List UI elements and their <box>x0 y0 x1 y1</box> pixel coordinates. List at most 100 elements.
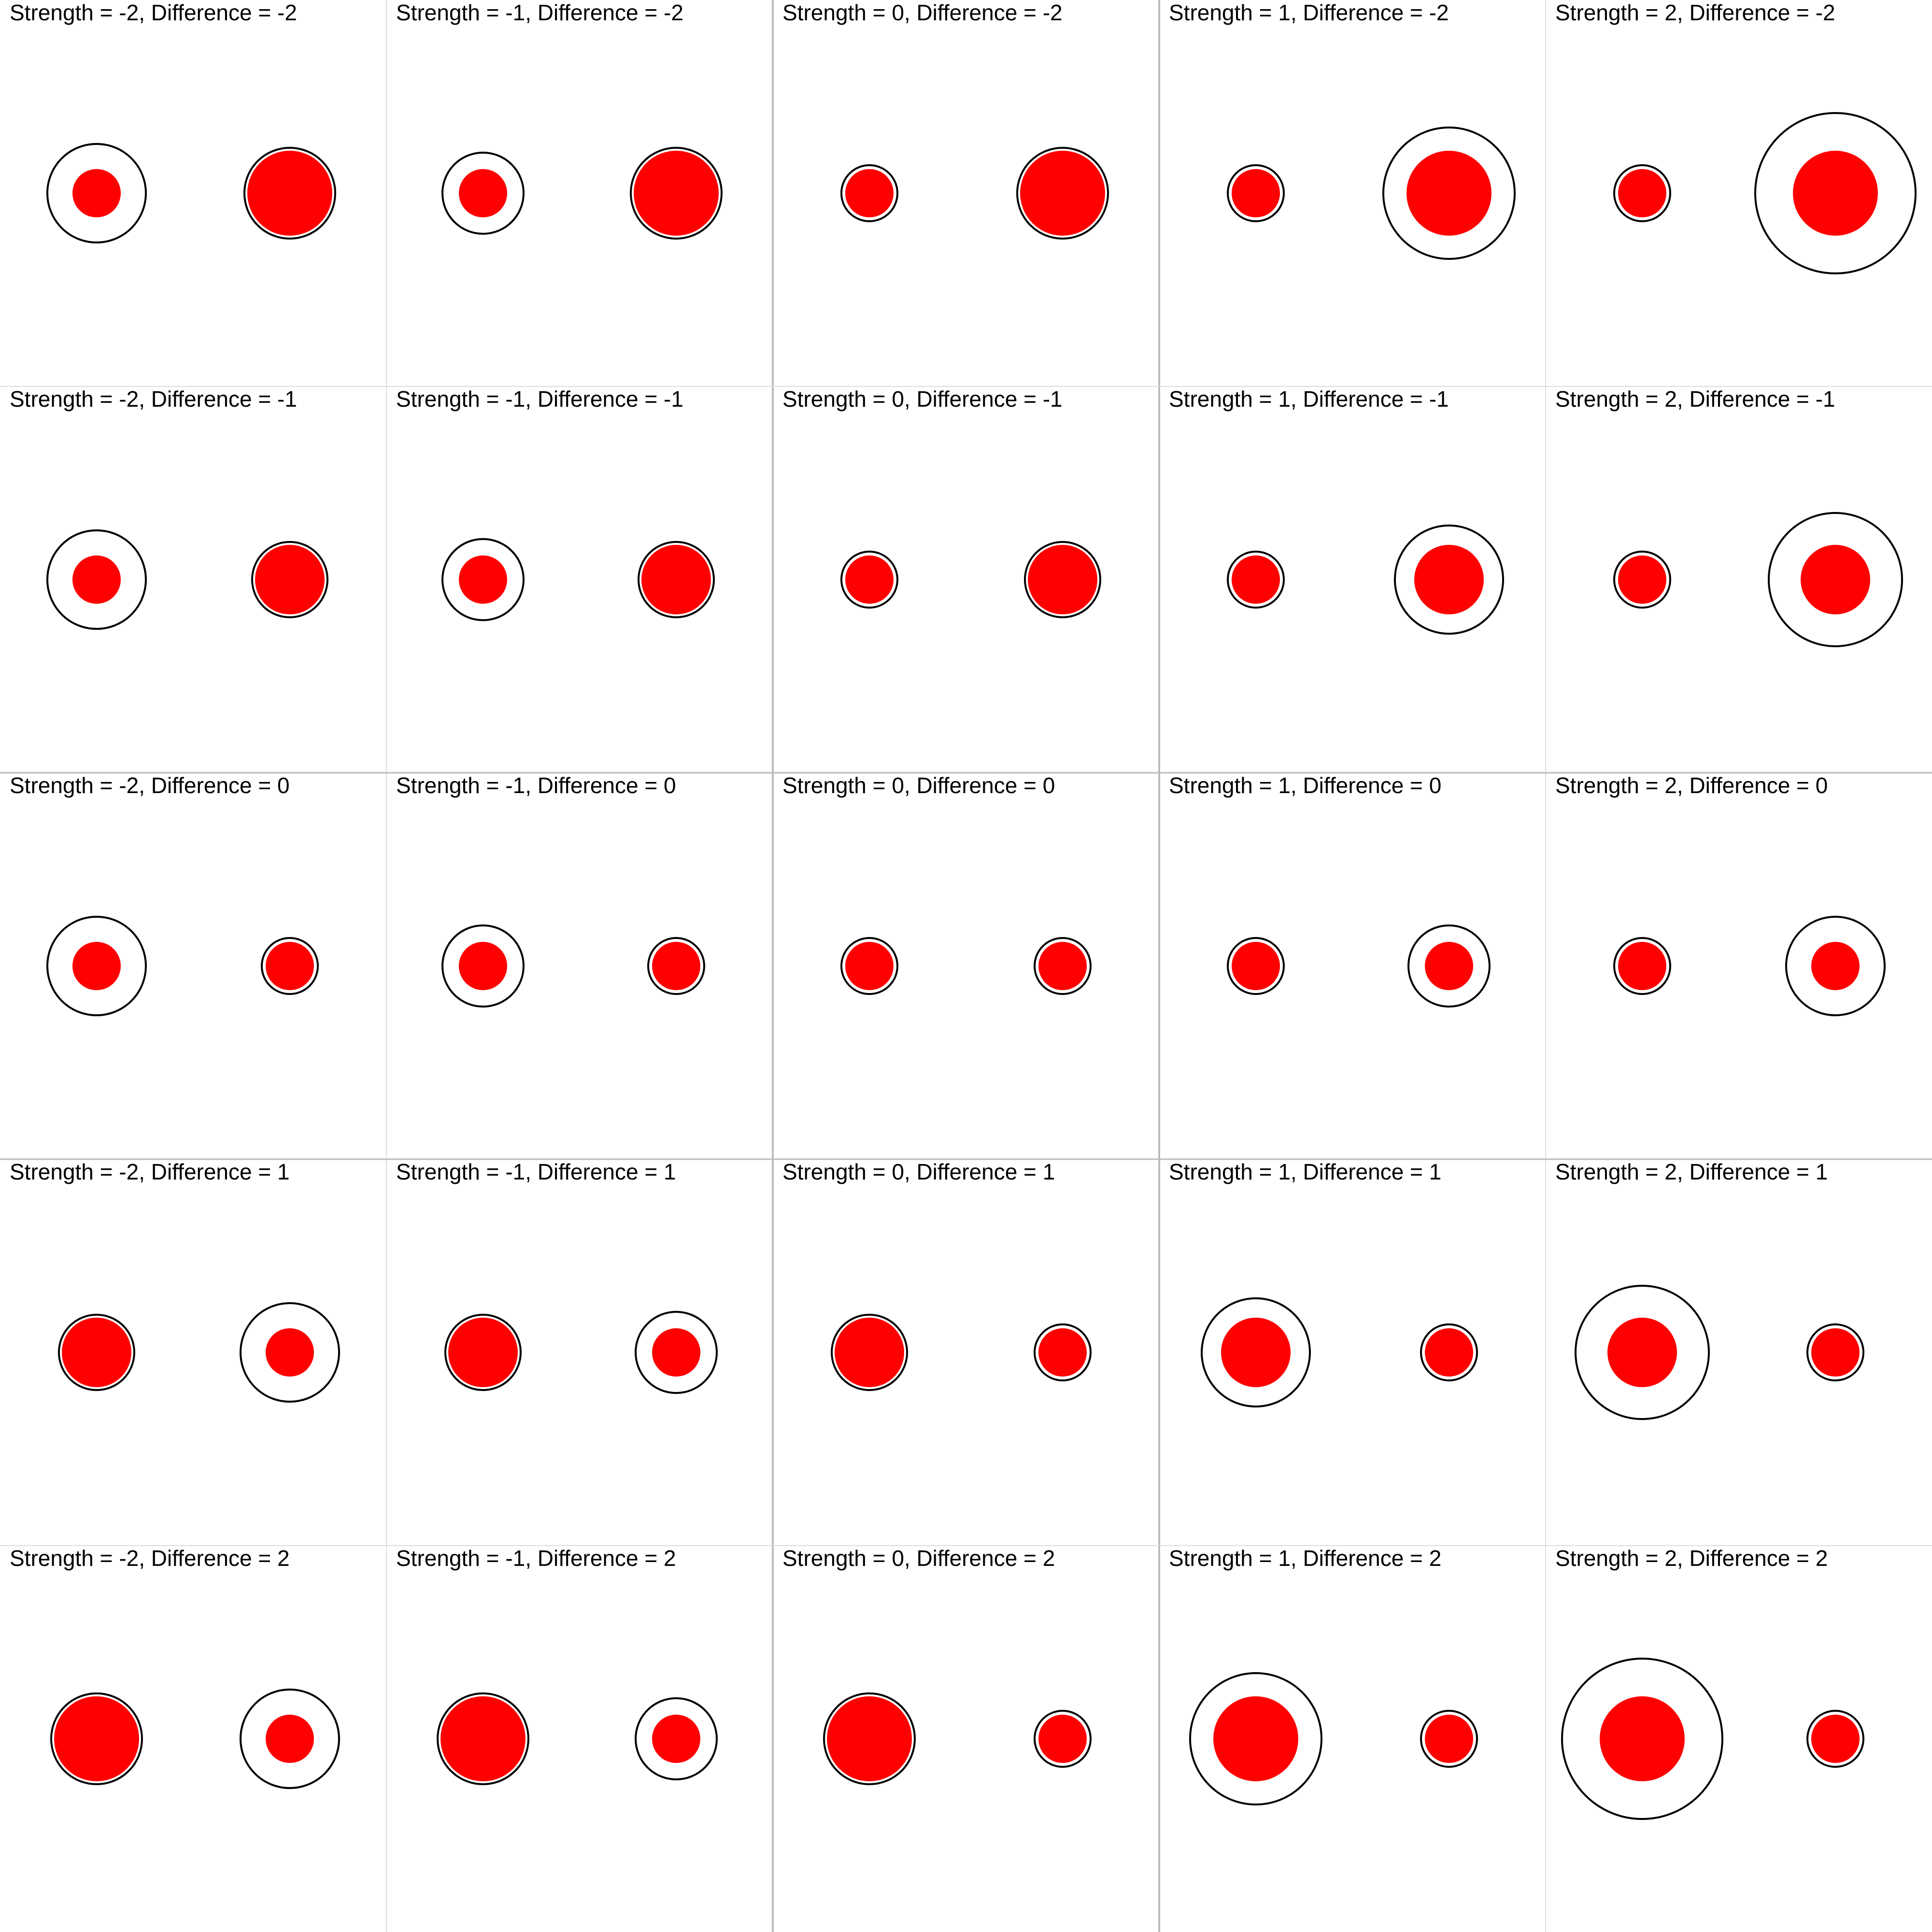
left-outline-ring <box>1613 937 1671 995</box>
left-red-disc <box>845 555 894 604</box>
panel-title: Strength = 2, Difference = 1 <box>1555 1159 1828 1184</box>
left-outline-ring <box>1189 1672 1322 1805</box>
panel: Strength = 0, Difference = 0 <box>782 773 1092 995</box>
left-outline-ring <box>840 164 898 222</box>
left-outline-ring <box>840 551 898 609</box>
panel-title: Strength = 0, Difference = -2 <box>782 0 1063 25</box>
left-red-disc <box>459 942 507 990</box>
right-red-disc <box>652 1715 700 1763</box>
right-outline-ring <box>1034 1323 1092 1381</box>
panel: Strength = -2, Difference = 2 <box>10 1546 340 1789</box>
left-outline-ring <box>46 143 147 243</box>
left-outline-ring <box>831 1314 908 1391</box>
panel-title: Strength = 1, Difference = 2 <box>1169 1546 1441 1571</box>
panel: Strength = -1, Difference = 1 <box>396 1159 718 1394</box>
left-outline-ring <box>46 916 147 1016</box>
left-red-disc <box>459 555 507 604</box>
right-red-disc <box>1038 1328 1087 1377</box>
panel: Strength = 0, Difference = -2 <box>782 0 1109 240</box>
panel: Strength = 0, Difference = 2 <box>782 1546 1092 1785</box>
left-red-disc <box>72 169 121 217</box>
right-outline-ring <box>635 1697 718 1780</box>
right-outline-ring <box>635 1311 718 1394</box>
panel: Strength = -1, Difference = 2 <box>396 1546 718 1785</box>
right-outline-ring <box>251 541 328 618</box>
right-outline-ring <box>1024 541 1101 618</box>
panel-title: Strength = -1, Difference = -2 <box>396 0 683 25</box>
right-red-disc <box>1028 545 1097 614</box>
panel: Strength = -2, Difference = -1 <box>10 386 328 630</box>
right-outline-ring <box>1034 1710 1092 1768</box>
left-red-disc <box>459 169 507 217</box>
panel: Strength = 1, Difference = -2 <box>1169 0 1516 260</box>
right-outline-ring <box>1016 147 1109 240</box>
left-outline-ring <box>823 1692 916 1785</box>
right-red-disc <box>1414 545 1484 614</box>
right-red-disc <box>266 1328 314 1377</box>
left-outline-ring <box>1227 164 1285 222</box>
left-red-disc <box>1600 1696 1685 1781</box>
panel-title: Strength = 2, Difference = 0 <box>1555 773 1828 798</box>
right-outline-ring <box>261 937 319 995</box>
right-outline-ring <box>1394 525 1504 635</box>
left-red-disc <box>1607 1318 1677 1387</box>
right-red-disc <box>641 545 711 614</box>
panel-title: Strength = -1, Difference = 1 <box>396 1159 676 1184</box>
panel-title: Strength = -1, Difference = -1 <box>396 386 683 412</box>
right-red-disc <box>1801 545 1870 614</box>
panel: Strength = -1, Difference = -1 <box>396 386 715 621</box>
left-red-disc <box>448 1318 518 1387</box>
left-outline-ring <box>1575 1285 1710 1420</box>
panel: Strength = 2, Difference = 1 <box>1555 1159 1864 1420</box>
panel-title: Strength = 0, Difference = 1 <box>782 1159 1055 1184</box>
panel-title: Strength = 1, Difference = -2 <box>1169 0 1449 25</box>
left-red-disc <box>1221 1318 1291 1387</box>
left-red-disc <box>1232 169 1280 217</box>
panel-title: Strength = -2, Difference = -1 <box>10 386 297 412</box>
left-outline-ring <box>437 1692 529 1785</box>
panel: Strength = 1, Difference = -1 <box>1169 386 1504 635</box>
right-red-disc <box>1811 1715 1860 1763</box>
left-red-disc <box>72 942 121 990</box>
right-red-disc <box>266 1715 314 1763</box>
right-red-disc <box>1038 1715 1087 1763</box>
panel-title: Strength = -1, Difference = 0 <box>396 773 676 798</box>
panel: Strength = -2, Difference = -2 <box>10 0 336 243</box>
right-red-disc <box>266 942 314 990</box>
right-red-disc <box>1425 942 1473 990</box>
left-red-disc <box>62 1318 131 1387</box>
panel: Strength = 2, Difference = -1 <box>1555 386 1903 647</box>
right-red-disc <box>1811 942 1860 990</box>
right-outline-ring <box>1420 1323 1478 1381</box>
panel-title: Strength = -1, Difference = 2 <box>396 1546 676 1571</box>
right-outline-ring <box>240 1689 340 1789</box>
left-red-disc <box>845 942 894 990</box>
panel-title: Strength = -2, Difference = 0 <box>10 773 290 798</box>
panel: Strength = -2, Difference = 1 <box>10 1159 340 1403</box>
right-outline-ring <box>1382 127 1516 260</box>
right-outline-ring <box>1034 937 1092 995</box>
left-outline-ring <box>441 924 525 1008</box>
panel: Strength = 1, Difference = 1 <box>1169 1159 1478 1407</box>
right-outline-ring <box>630 147 723 240</box>
left-red-disc <box>1232 555 1280 604</box>
panel-title: Strength = 2, Difference = -2 <box>1555 0 1835 25</box>
left-outline-ring <box>441 152 525 235</box>
left-outline-ring <box>441 538 525 621</box>
left-outline-ring <box>840 937 898 995</box>
right-red-disc <box>1793 151 1878 236</box>
panel: Strength = 1, Difference = 2 <box>1169 1546 1478 1805</box>
left-red-disc <box>1618 942 1666 990</box>
panel-title: Strength = 2, Difference = 2 <box>1555 1546 1828 1571</box>
right-outline-ring <box>1754 112 1917 274</box>
left-outline-ring <box>50 1692 143 1785</box>
left-red-disc <box>72 555 121 604</box>
panel: Strength = 2, Difference = -2 <box>1555 0 1917 274</box>
panel: Strength = 2, Difference = 2 <box>1555 1546 1864 1820</box>
right-outline-ring <box>240 1302 340 1403</box>
left-red-disc <box>1213 1696 1298 1781</box>
right-red-disc <box>634 151 719 236</box>
left-red-disc <box>54 1696 139 1781</box>
left-outline-ring <box>444 1314 522 1391</box>
